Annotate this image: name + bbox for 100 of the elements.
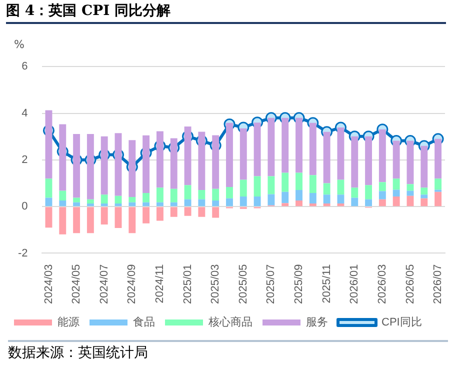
bar <box>420 194 428 198</box>
bar <box>86 204 94 206</box>
bar <box>351 188 358 198</box>
x-tick-label: 2025/11 <box>320 264 333 304</box>
bar <box>128 202 136 206</box>
bar <box>114 204 122 206</box>
bar <box>323 183 330 195</box>
bar <box>73 202 80 206</box>
bar <box>365 199 372 206</box>
bar <box>254 176 261 197</box>
x-tick-label: 2024/11 <box>154 264 166 304</box>
x-tick-label: 2026/03 <box>376 264 388 304</box>
bar <box>212 135 220 189</box>
bar <box>323 194 330 204</box>
bar <box>282 172 289 192</box>
bar <box>184 199 192 206</box>
bar <box>198 199 206 206</box>
bar <box>86 134 94 200</box>
x-tick-label: 2025/05 <box>237 264 250 304</box>
bar <box>45 198 52 206</box>
legend-label: 食品 <box>133 316 155 329</box>
bar <box>45 178 52 198</box>
y-tick-label: -2 <box>18 247 28 260</box>
y-axis-title: % <box>14 38 24 51</box>
bar <box>406 184 414 191</box>
bar <box>378 182 386 192</box>
bar <box>240 196 247 206</box>
bar <box>45 207 52 228</box>
bar <box>392 196 400 206</box>
bar <box>434 178 442 190</box>
bar <box>59 207 66 234</box>
bar <box>406 140 414 184</box>
bar <box>142 207 150 224</box>
bar <box>365 136 372 186</box>
x-tick-label: 2025/09 <box>293 264 306 304</box>
bar <box>309 175 316 194</box>
bar <box>170 202 178 206</box>
legend-label: 服务 <box>306 316 328 329</box>
bar <box>337 127 344 180</box>
bar <box>198 132 206 190</box>
bar <box>142 193 150 202</box>
bar <box>114 133 122 196</box>
bar <box>100 204 108 206</box>
bar <box>128 140 136 198</box>
x-tick-label: 2024/05 <box>70 264 83 304</box>
chart-title: 图 4：英国 CPI 同比分解 <box>6 2 446 24</box>
y-tick-label: 4 <box>22 107 28 120</box>
bar <box>73 134 80 198</box>
bar <box>392 140 400 179</box>
bar <box>212 188 220 201</box>
bar <box>296 172 302 190</box>
bar <box>254 196 261 206</box>
bar <box>128 197 136 202</box>
bar <box>323 204 330 206</box>
bar <box>296 118 302 173</box>
bar <box>337 204 344 206</box>
bar <box>268 176 275 194</box>
bar <box>378 199 386 206</box>
bar <box>296 200 302 206</box>
y-tick-label: 2 <box>22 154 28 166</box>
bar <box>59 124 66 191</box>
bar <box>337 180 344 195</box>
bar <box>198 207 206 217</box>
legend-label: CPI同比 <box>382 316 422 329</box>
bar <box>323 132 330 184</box>
x-tick-label: 2026/05 <box>404 264 416 304</box>
bar <box>198 190 206 200</box>
bar <box>45 110 52 179</box>
bar <box>392 190 400 197</box>
legend-label: 核心商品 <box>208 316 252 329</box>
bar <box>365 185 372 200</box>
bar <box>184 126 192 186</box>
bar <box>240 180 247 197</box>
bar <box>142 202 150 206</box>
bar <box>73 198 80 202</box>
x-tick-label: 2024/07 <box>98 264 110 304</box>
bar <box>378 191 386 200</box>
bar <box>156 207 164 221</box>
bar <box>156 131 164 188</box>
bar <box>100 194 108 204</box>
bar <box>184 207 192 216</box>
bar <box>212 200 220 206</box>
bar <box>309 122 316 176</box>
bar <box>170 207 178 217</box>
bar <box>254 122 261 176</box>
bar <box>434 192 442 206</box>
y-tick-label: 6 <box>22 60 28 73</box>
x-tick-label: 2025/03 <box>210 264 222 304</box>
bar <box>268 194 275 206</box>
x-tick-label: 2025/07 <box>265 264 278 304</box>
bar <box>392 178 400 190</box>
bar <box>434 138 442 179</box>
x-tick-label: 2026/07 <box>432 264 444 304</box>
bar <box>240 128 247 180</box>
bar <box>268 118 275 176</box>
bar <box>170 138 178 189</box>
bar <box>86 207 94 234</box>
legend-label: 能源 <box>58 316 80 329</box>
bar <box>156 202 164 206</box>
x-tick-label: 2024/09 <box>126 264 138 304</box>
